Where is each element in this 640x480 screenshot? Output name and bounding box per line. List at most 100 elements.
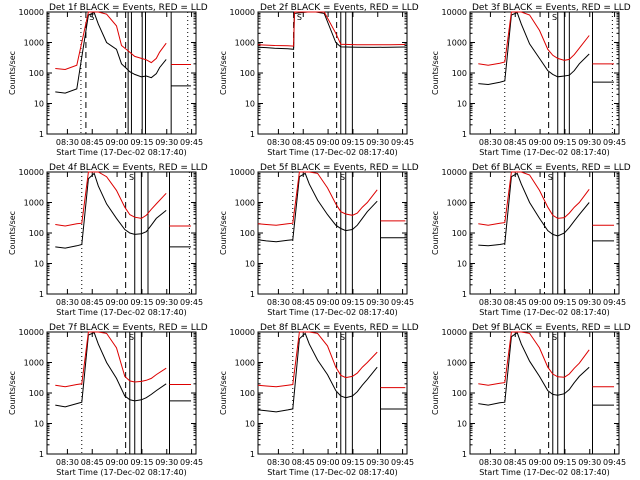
lld-series-line — [478, 11, 590, 66]
lld-series-line — [55, 11, 167, 71]
y-tick-label: 10000 — [442, 8, 467, 17]
x-tick-label: 09:15 — [130, 138, 153, 147]
x-axis-label: Start Time (17-Dec-02 08:17:40) — [267, 308, 398, 317]
y-tick-label: 10 — [34, 260, 44, 269]
y-axis-label: Counts/sec — [219, 371, 228, 415]
x-tick-label: 09:00 — [106, 458, 129, 467]
y-tick-label: 10 — [457, 420, 467, 429]
chart-panel: Det 6f BLACK = Events, RED = LLD 1 10 100 10… — [431, 163, 631, 317]
saa-marker: S — [552, 333, 557, 342]
panel-title: Det 6f BLACK = Events, RED = LLD — [472, 163, 631, 173]
x-tick-label: 08:30 — [479, 138, 502, 147]
chart-panel: Det 2f BLACK = Events, RED = LLD 1 10 100 10… — [219, 3, 419, 157]
panel-title: Det 4f BLACK = Events, RED = LLD — [49, 163, 208, 173]
y-tick-label: 10000 — [230, 328, 255, 337]
saa-marker: S — [297, 13, 302, 22]
panel-title: Det 7f BLACK = Events, RED = LLD — [49, 323, 208, 333]
x-tick-label: 09:15 — [130, 458, 153, 467]
x-tick-label: 09:00 — [529, 458, 552, 467]
y-tick-label: 1 — [462, 130, 467, 139]
panel-title: Det 5f BLACK = Events, RED = LLD — [260, 163, 419, 173]
x-axis-label: Start Time (17-Dec-02 08:17:40) — [56, 148, 187, 157]
panel-title: Det 8f BLACK = Events, RED = LLD — [260, 323, 419, 333]
events-series-line — [478, 172, 590, 247]
x-tick-label: 09:15 — [130, 298, 153, 307]
y-tick-label: 1000 — [235, 199, 255, 208]
lld-series-line — [55, 171, 167, 227]
y-tick-label: 1 — [250, 290, 255, 299]
plot-frame — [257, 11, 408, 135]
panel-title: Det 2f BLACK = Events, RED = LLD — [260, 3, 419, 13]
y-tick-label: 100 — [240, 229, 255, 238]
saa-marker: S — [340, 173, 345, 182]
y-tick-label: 1000 — [24, 199, 44, 208]
y-tick-label: 10 — [245, 260, 255, 269]
plot-frame — [46, 11, 197, 135]
y-tick-label: 1000 — [24, 39, 44, 48]
panel-title: Det 1f BLACK = Events, RED = LLD — [49, 3, 208, 13]
saa-marker: S — [129, 173, 134, 182]
y-tick-label: 1 — [462, 450, 467, 459]
y-axis-label: Counts/sec — [8, 211, 17, 255]
saa-marker: S — [548, 173, 553, 182]
x-tick-label: 08:45 — [504, 298, 527, 307]
x-tick-label: 09:00 — [106, 298, 129, 307]
y-axis-label: Counts/sec — [8, 371, 17, 415]
y-tick-label: 1 — [39, 130, 44, 139]
plot-frame — [469, 11, 620, 135]
events-series-line — [257, 332, 378, 413]
y-tick-label: 100 — [29, 389, 44, 398]
y-tick-label: 1 — [250, 130, 255, 139]
y-tick-label: 1 — [39, 450, 44, 459]
events-series-line — [55, 172, 167, 249]
plot-frame — [257, 171, 408, 295]
chart-panel: Det 8f BLACK = Events, RED = LLD 1 10 100 10… — [219, 323, 419, 477]
y-tick-label: 1000 — [235, 359, 255, 368]
x-tick-label: 09:45 — [180, 138, 203, 147]
y-tick-label: 10000 — [19, 168, 44, 177]
chart-panel: Det 7f BLACK = Events, RED = LLD 1 10 100 10… — [8, 323, 208, 477]
x-tick-label: 09:00 — [317, 458, 340, 467]
x-axis-label: Start Time (17-Dec-02 08:17:40) — [479, 468, 610, 477]
x-tick-label: 09:30 — [155, 298, 178, 307]
x-axis-label: Start Time (17-Dec-02 08:17:40) — [479, 308, 610, 317]
x-tick-label: 09:45 — [391, 138, 414, 147]
x-tick-label: 09:45 — [180, 458, 203, 467]
x-tick-label: 09:00 — [529, 298, 552, 307]
y-axis-label: Counts/sec — [8, 51, 17, 95]
x-tick-label: 08:45 — [292, 298, 315, 307]
x-tick-label: 09:30 — [155, 458, 178, 467]
x-tick-label: 08:45 — [81, 138, 104, 147]
x-tick-label: 09:15 — [341, 138, 364, 147]
x-tick-label: 09:15 — [553, 458, 576, 467]
chart-panel: Det 1f BLACK = Events, RED = LLD 1 10 100 10… — [8, 3, 208, 157]
x-tick-label: 09:30 — [578, 298, 601, 307]
y-tick-label: 100 — [452, 69, 467, 78]
x-tick-label: 09:30 — [366, 458, 389, 467]
x-tick-label: 09:00 — [106, 138, 129, 147]
y-tick-label: 10000 — [19, 328, 44, 337]
y-tick-label: 100 — [240, 69, 255, 78]
saa-marker: S — [552, 13, 557, 22]
x-tick-label: 08:45 — [81, 298, 104, 307]
y-tick-label: 10000 — [19, 8, 44, 17]
y-tick-label: 100 — [29, 229, 44, 238]
events-series-line — [55, 332, 167, 408]
x-tick-label: 09:15 — [341, 458, 364, 467]
plot-frame — [46, 171, 197, 295]
y-tick-label: 10000 — [442, 328, 467, 337]
x-tick-label: 08:45 — [81, 458, 104, 467]
y-tick-label: 1 — [39, 290, 44, 299]
x-tick-label: 09:45 — [180, 298, 203, 307]
lld-series-line — [257, 331, 378, 388]
x-tick-label: 08:30 — [56, 138, 79, 147]
plot-frame — [46, 331, 197, 455]
x-tick-label: 09:30 — [155, 138, 178, 147]
x-tick-label: 09:15 — [553, 138, 576, 147]
lld-series-line — [478, 331, 590, 386]
x-tick-label: 09:00 — [317, 138, 340, 147]
events-series-line — [478, 12, 590, 86]
saa-marker: S — [129, 333, 134, 342]
x-axis-label: Start Time (17-Dec-02 08:17:40) — [56, 468, 187, 477]
